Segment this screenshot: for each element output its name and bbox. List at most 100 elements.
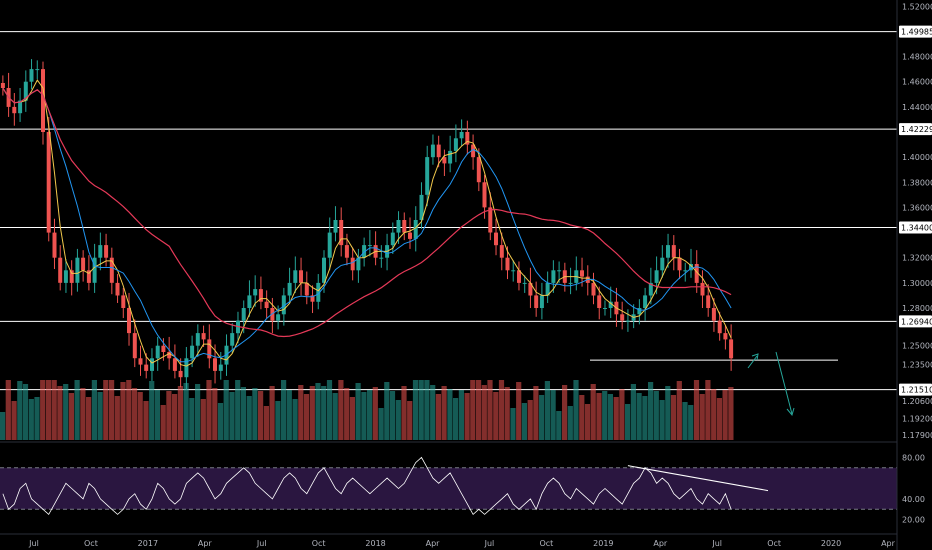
candle-body [505,257,510,271]
ma-fast-line [2,79,732,367]
volume-bar [0,412,6,440]
volume-bar [292,399,298,440]
rsi-tick-label: 40.00 [902,495,925,504]
price-axis[interactable]: 1.49985 1.42229 1.34400 1.26940 1.21510 1.520… [896,0,932,550]
candle-body [666,245,670,258]
volume-bar [630,384,636,440]
price-tick-label: 1.28000 [902,304,932,313]
candle-body [333,220,338,233]
candle-body [689,264,693,271]
volume-bar [91,380,97,440]
volume-bar [166,391,172,440]
candle-body [184,358,189,378]
volume-bar [263,406,269,440]
volume-bar [286,390,292,440]
volume-bar [298,385,304,440]
candle-body [23,81,28,101]
candle-body [253,289,258,296]
level-tag [899,315,932,328]
candle-body [677,257,682,271]
volume-bar [11,401,17,440]
volume-bar [430,385,436,440]
candle-body [264,301,269,308]
candle-body [75,257,80,283]
candle-body [683,270,688,272]
candle-body [58,257,63,283]
candle-body [46,132,51,233]
volume-bar [711,389,717,440]
candle-body [63,270,68,283]
candle-body [465,132,470,145]
up-arrow [747,353,759,369]
candle-body [729,339,734,359]
time-tick-label: 2018 [365,539,385,548]
volume-bar [223,380,229,440]
candle-body [138,358,143,365]
volume-bar [372,387,378,440]
volume-bar [418,380,424,440]
candle-body [115,282,120,296]
candle-body [448,150,453,164]
volume-panel [0,380,734,440]
candle-body [339,220,344,246]
volume-bar [384,382,390,440]
level-tag-label: 1.49985 [901,28,932,37]
volume-bar [642,396,648,440]
candle-body [92,257,97,283]
time-axis[interactable]: Jul Oct 2017 Apr Jul Oct 2018 Apr Jul Oct 2019 Apr J… [28,539,895,548]
price-tick-label: 1.32000 [902,254,932,263]
volume-bar [493,392,499,440]
volume-bar [590,384,596,440]
volume-bar [367,390,373,440]
time-tick-label: Apr [198,539,213,548]
candle-body [671,245,676,258]
volume-bar [516,382,522,440]
time-tick-label: 2017 [138,539,158,548]
volume-bar [550,390,556,440]
volume-bar [45,380,52,440]
candle-body [69,270,74,283]
volume-bar [160,405,166,440]
volume-bar [602,391,608,440]
candle-body [167,352,172,359]
price-panel[interactable] [0,31,897,535]
candle-body [723,333,728,340]
candle-body [161,345,166,352]
volume-bar [235,380,241,440]
candle-body [402,220,407,233]
volume-bar [252,388,258,440]
volume-bar [17,381,23,440]
volume-bar [34,397,40,440]
volume-bar [51,380,57,440]
volume-bar [303,394,310,440]
candle-body [218,364,223,371]
candle-body [247,295,252,308]
volume-bar [172,394,178,440]
volume-bar [183,383,189,440]
candle-body [494,232,498,246]
price-tick-label: 1.46000 [902,78,932,87]
volume-bar [705,380,711,440]
volume-bar [648,382,654,440]
level-tag-label: 1.34400 [901,224,932,233]
volume-bar [716,398,722,440]
candle-body [304,282,309,296]
candle-body [476,157,481,183]
time-tick-label: Oct [312,539,326,548]
candle-body [528,282,533,296]
candle-body [322,257,326,283]
candle-body [29,69,34,82]
candle-body [706,295,711,308]
volume-bar [596,393,602,440]
candle-body [41,69,45,132]
volume-bar [653,391,659,440]
volume-bar [154,390,160,440]
candle-body [694,264,699,283]
volume-bar [143,401,149,440]
candle-body [121,295,126,308]
candle-body [150,358,154,371]
volume-bar [126,380,132,440]
time-tick-label: Oct [767,539,781,548]
rsi-panel[interactable] [0,456,897,516]
